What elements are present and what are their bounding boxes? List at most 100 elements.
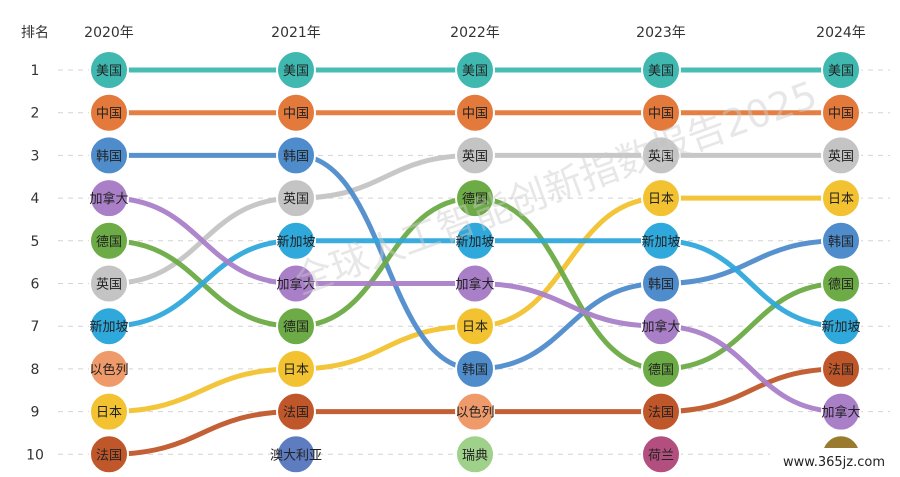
node-label: 新加坡: [821, 319, 860, 335]
node-label: 新加坡: [89, 319, 128, 335]
rank-label: 9: [31, 405, 40, 421]
node-circle: [455, 306, 495, 347]
node-circle: [821, 306, 861, 347]
node-label: 德国: [828, 278, 854, 293]
node-circle: [276, 220, 316, 261]
node-circle: [276, 348, 316, 389]
node-label: 德国: [283, 320, 309, 335]
rank-label: 4: [31, 191, 40, 207]
node-label: 英国: [96, 278, 122, 293]
node-label: 德国: [462, 192, 488, 207]
year-header: 2022年: [450, 25, 500, 41]
node-circle: [455, 178, 495, 219]
node-label: 英国: [462, 149, 488, 164]
node-circle: [821, 178, 861, 219]
node-label: 荷兰: [648, 448, 674, 463]
node-label: 加拿大: [455, 277, 494, 293]
node-label: 中国: [283, 107, 309, 122]
node-circle: [821, 50, 861, 90]
node-label: 中国: [648, 107, 674, 122]
node-label: 新加坡: [276, 234, 315, 250]
node-label: 日本: [283, 363, 309, 378]
rank-label: 10: [26, 447, 44, 463]
node-label: 德国: [96, 235, 122, 250]
rank-label: 3: [31, 148, 40, 164]
rank-labels: 1 2 3 4 5 6 7 8 9 10: [26, 63, 44, 463]
node-circle: [455, 50, 495, 90]
node-circle: [455, 135, 495, 176]
node-label: 澳大利亚: [270, 447, 322, 463]
node-label: 法国: [648, 406, 674, 421]
node-label: 德国: [648, 363, 674, 378]
node-label: 加拿大: [89, 191, 128, 207]
node-circle: [821, 391, 861, 432]
node-circle: [455, 434, 495, 475]
year-header: 2024年: [816, 25, 866, 41]
node-label: 加拿大: [276, 277, 315, 293]
node-circle: [641, 92, 681, 133]
site-watermark: www.365jz.com: [783, 455, 885, 470]
node-label: 美国: [828, 64, 854, 79]
node-label: 法国: [96, 448, 122, 463]
node-label: 中国: [462, 107, 488, 122]
node-circle: [641, 50, 681, 90]
rank-label: 1: [31, 63, 40, 79]
node-circle: [276, 263, 316, 304]
year-header: 2021年: [271, 25, 321, 41]
rank-label: 7: [31, 319, 40, 335]
node-circle: [821, 348, 861, 389]
year-header: 2020年: [84, 25, 134, 41]
node-circle: [641, 263, 681, 304]
node-circle: [276, 434, 316, 475]
node-label: 日本: [462, 320, 488, 335]
rank-label: 8: [31, 362, 40, 378]
node-circle: [276, 391, 316, 432]
node-circle: [89, 306, 129, 347]
node-circle: [89, 220, 129, 261]
node-circle: [821, 220, 861, 261]
node-label: 中国: [828, 107, 854, 122]
node-circle: [641, 306, 681, 347]
rank-label: 2: [31, 106, 40, 122]
node-circle: [89, 348, 129, 389]
node-circle: [641, 220, 681, 261]
node-circle: [89, 178, 129, 219]
node-label: 日本: [648, 192, 674, 207]
node-circle: [276, 92, 316, 133]
rank-label: 5: [31, 234, 40, 250]
node-circle: [641, 178, 681, 219]
node-label: 韩国: [648, 278, 674, 293]
node-label: 韩国: [462, 363, 488, 378]
node-circle: [89, 434, 129, 475]
node-label: 新加坡: [455, 234, 494, 250]
node-circle: [276, 50, 316, 90]
rank-header: 排名: [21, 25, 49, 41]
node-label: 新加坡: [641, 234, 680, 250]
node-circle: [455, 348, 495, 389]
site-watermark-bg: [770, 448, 898, 474]
node-circle: [276, 135, 316, 176]
node-label: 以色列: [89, 362, 128, 378]
node-label: 瑞典: [462, 448, 488, 463]
node-circle: [641, 434, 681, 475]
node-label: 日本: [96, 406, 122, 421]
rank-label: 6: [31, 277, 40, 293]
node-circle: [455, 391, 495, 432]
node-circle: [89, 135, 129, 176]
node-label: 美国: [648, 64, 674, 79]
node-label: 韩国: [283, 149, 309, 164]
node-label: 美国: [96, 64, 122, 79]
node-circle: [641, 348, 681, 389]
node-circle: [89, 263, 129, 304]
node-circle: [455, 92, 495, 133]
node-label: 英国: [283, 192, 309, 207]
node-label: 法国: [283, 406, 309, 421]
node-label: 美国: [283, 64, 309, 79]
node-label: 加拿大: [641, 319, 680, 335]
node-label: 加拿大: [821, 405, 860, 421]
node-circle: [89, 92, 129, 133]
node-label: 英国: [648, 149, 674, 164]
node-label: 日本: [828, 192, 854, 207]
